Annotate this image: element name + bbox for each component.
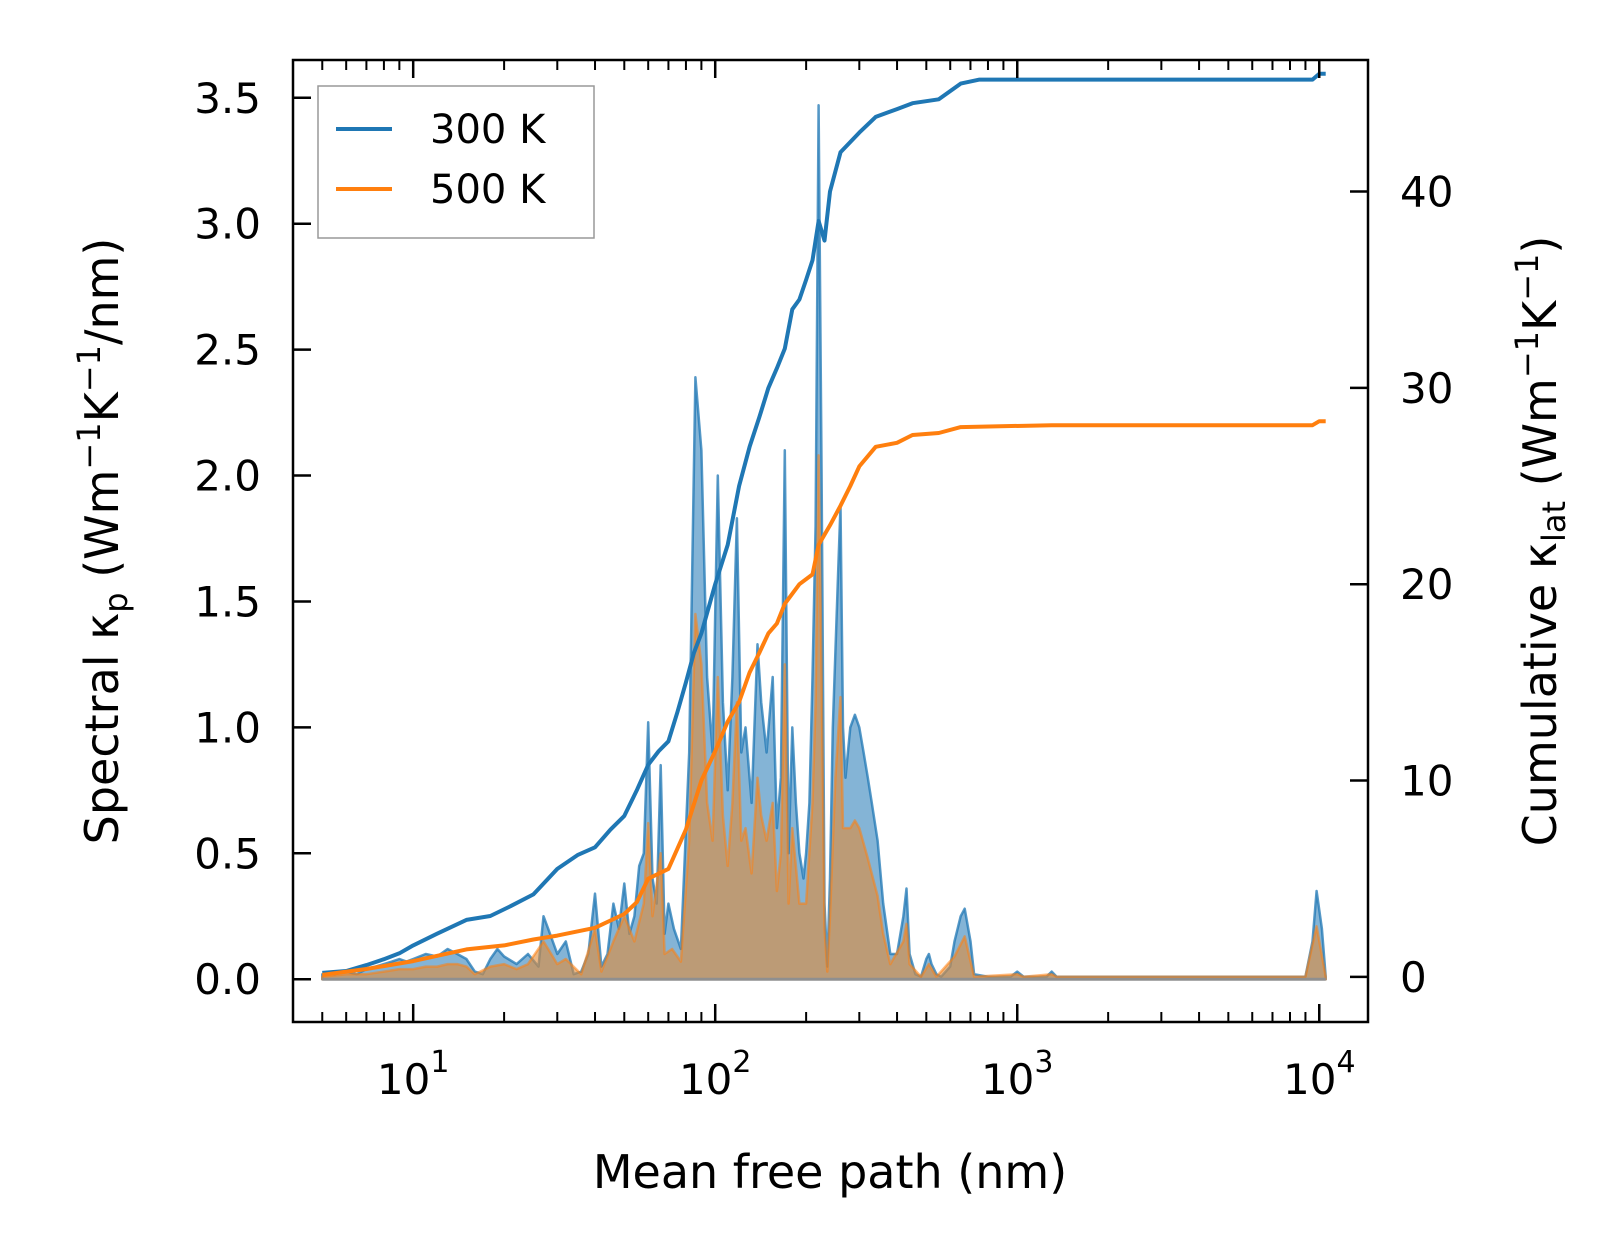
plot-area <box>321 71 1327 981</box>
x-tick-label: 103 <box>981 1045 1054 1104</box>
x-tick-label: 101 <box>377 1045 450 1104</box>
legend-label-300k: 300 K <box>430 107 547 153</box>
y-right-tick-label: 20 <box>1400 560 1453 609</box>
legend: 300 K 500 K <box>317 85 595 239</box>
y-left-tick-label: 0.0 <box>194 955 261 1004</box>
spectral-area-500k <box>321 454 1327 981</box>
plot-frame <box>291 58 1370 1024</box>
legend-label-500k: 500 K <box>430 167 547 213</box>
x-tick-label: 104 <box>1283 1045 1356 1104</box>
x-axis-title: Mean free path (nm) <box>593 1145 1067 1199</box>
y-left-tick-label: 1.5 <box>194 577 261 626</box>
cumulative-line-300k <box>322 71 1326 975</box>
y-left-tick-label: 1.0 <box>194 703 261 752</box>
x-tick-label: 102 <box>679 1045 752 1104</box>
y-left-tick-label: 2.5 <box>194 326 261 375</box>
y-axis-left: 0.0 0.5 1.0 1.5 2.0 2.5 3.0 3.5 <box>194 74 311 1004</box>
y-axis-right: 0 10 20 30 40 <box>1350 168 1453 1002</box>
y-left-tick-label: 0.5 <box>194 829 261 878</box>
y-right-tick-label: 40 <box>1400 168 1453 217</box>
y-right-tick-label: 30 <box>1400 364 1453 413</box>
y-left-tick-label: 3.5 <box>194 74 261 123</box>
y-left-tick-label: 2.0 <box>194 452 261 501</box>
legend-box <box>317 85 595 239</box>
y-right-tick-label: 0 <box>1400 953 1427 1002</box>
cumulative-line-500k <box>322 419 1326 977</box>
y-axis-left-title: Spectral κp (Wm−1K−1/nm) <box>70 238 135 845</box>
y-left-tick-label: 3.0 <box>194 200 261 249</box>
y-right-tick-label: 10 <box>1400 757 1453 806</box>
spectral-area-300k <box>321 104 1327 981</box>
y-axis-right-title: Cumulative κlat (Wm−1K−1) <box>1508 236 1573 847</box>
x-axis: 101 102 103 104 <box>321 60 1356 1104</box>
